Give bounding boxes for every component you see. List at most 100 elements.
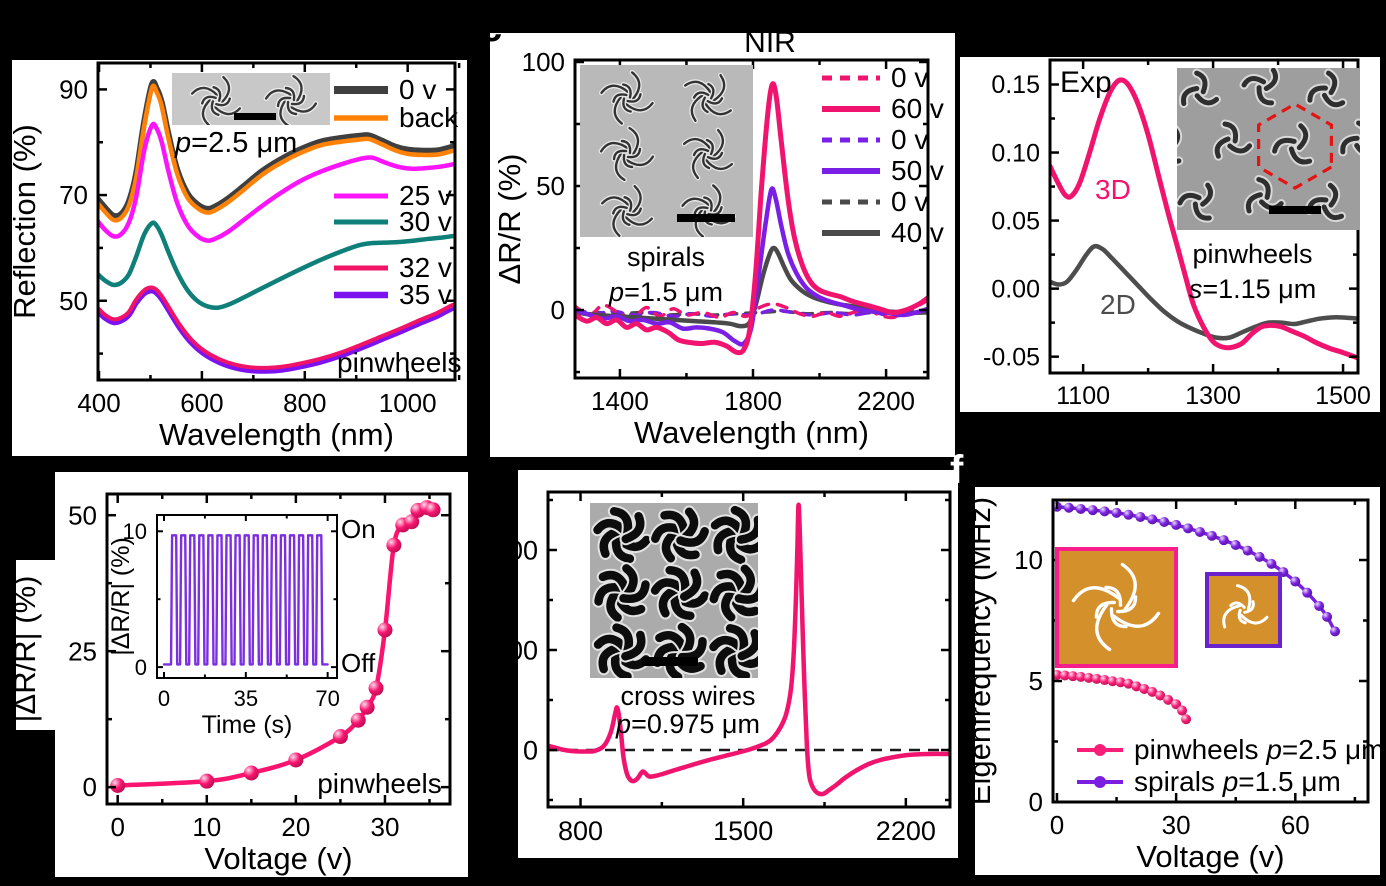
svg-text:0: 0 [1029, 787, 1043, 817]
svg-text:400: 400 [77, 388, 120, 418]
svg-text:90: 90 [59, 75, 88, 105]
sem-inset-pinwheels-hex [1177, 68, 1360, 230]
svg-text:10: 10 [123, 519, 147, 544]
legend-item-40v: 40 v [820, 217, 944, 248]
legend-label: pinwheels p=2.5 μm [1134, 734, 1384, 766]
svg-text:30: 30 [1162, 810, 1191, 840]
legend-line-back [334, 115, 388, 121]
annotation-pinwheels: pinwheels [317, 768, 442, 799]
legend-line-0v [334, 86, 388, 94]
svg-text:70: 70 [315, 686, 339, 711]
svg-text:1300: 1300 [1185, 382, 1241, 410]
svg-text:Voltage (v): Voltage (v) [204, 841, 352, 876]
panel-a: 400 600 800 1000 50 70 90 Wavelength (nm) Reflec… [7, 60, 467, 456]
legend-label: 0 v [399, 74, 437, 105]
svg-text:0.05: 0.05 [991, 207, 1040, 235]
spiral-glyph-icon [1209, 576, 1278, 644]
legend-item-25v: 25 v [332, 180, 452, 211]
legend-line-25v [334, 193, 388, 199]
svg-text:70: 70 [59, 180, 88, 210]
inset-caption-period: p=2.5 μm [175, 127, 297, 160]
legend-label: 0 v [891, 124, 929, 155]
spiral-unit-cell-icon [1205, 572, 1282, 648]
svg-text:1400: 1400 [591, 386, 649, 416]
caption-p-italic: p [175, 127, 192, 159]
panel-e-mid: 800 1500 2200 0 200 400 cross wires p=0.975 μ… [493, 470, 958, 858]
svg-text:0: 0 [551, 295, 565, 325]
panel-letter-c: c [481, 8, 503, 50]
annotation-off: Off [341, 648, 376, 678]
legend-item-0v-gray: 0 v [820, 186, 929, 217]
annotation-3d: 3D [1095, 174, 1131, 205]
inset-caption-period: p=0.975 μm [608, 709, 768, 740]
panel-f: 0 30 60 0 5 10 Voltage (v) Eigenfrequency (MHz)… [962, 487, 1384, 875]
sem-inset-cross-wires [590, 503, 758, 678]
svg-text:800: 800 [558, 816, 603, 846]
svg-text:Eigenfrequency (MHz): Eigenfrequency (MHz) [962, 497, 997, 805]
caption-value: =1.5 μm [624, 277, 723, 307]
legend-item-0v: 0 v [332, 74, 437, 105]
legend-item-spirals: spirals p=1.5 μm [1075, 766, 1341, 797]
svg-text:60: 60 [1281, 810, 1310, 840]
inset-caption-spirals: spirals [626, 242, 706, 272]
svg-text:0: 0 [110, 812, 124, 842]
svg-text:50: 50 [59, 286, 88, 316]
legend-label: 0 v [891, 62, 929, 93]
annotation-pinwheels: pinwheels [337, 347, 462, 378]
svg-text:|ΔR/R| (%): |ΔR/R| (%) [107, 537, 135, 656]
legend-dashed-line-0v-pink [822, 75, 880, 81]
panel-d: 0 10 20 30 0 25 50 Voltage (v) |ΔR/R| (%) 0 35 70 0… [7, 472, 468, 877]
ylabel-backing-strip [16, 560, 56, 730]
svg-text:ΔR/R (%): ΔR/R (%) [492, 154, 527, 285]
svg-text:0: 0 [83, 772, 97, 802]
legend-item-0v-violet: 0 v [820, 124, 929, 155]
svg-text:25: 25 [68, 636, 97, 666]
annotation-on: On [341, 514, 376, 544]
svg-text:20: 20 [281, 812, 310, 842]
legend-item-pinwheels: pinwheels p=2.5 μm [1075, 734, 1384, 766]
legend-dashed-line-0v-violet [822, 137, 880, 143]
pinwheel-glyph-icon [1059, 551, 1174, 664]
legend-item-0v-pink: 0 v [820, 62, 929, 93]
legend-label: 32 v [399, 252, 452, 283]
caption-p-italic: p [616, 709, 632, 739]
svg-text:5: 5 [1029, 666, 1043, 696]
legend-label: 60 v [891, 93, 944, 124]
legend-label: 30 v [399, 206, 452, 237]
svg-text:-0.05: -0.05 [983, 343, 1040, 371]
caption-p-italic: p [609, 277, 625, 307]
svg-text:0.00: 0.00 [991, 275, 1040, 303]
legend-item-50v: 50 v [820, 155, 944, 186]
legend-label: 40 v [891, 217, 944, 248]
svg-text:50: 50 [536, 171, 565, 201]
legend-item-60v: 60 v [820, 93, 944, 124]
legend-label: 0 v [891, 186, 929, 217]
legend-label: back [399, 102, 459, 133]
legend-name: pinwheels [1134, 734, 1267, 765]
panel-c: NIR 1400 1800 2200 0 50 100 Wavelength (nm) ΔR/… [490, 27, 955, 457]
legend-dashed-line-0v-gray [822, 199, 880, 205]
svg-text:0.15: 0.15 [991, 71, 1040, 99]
legend-label: 25 v [399, 180, 452, 211]
svg-text:30: 30 [371, 812, 400, 842]
chart-drr-voltage: 0 10 20 30 0 25 50 Voltage (v) |ΔR/R| (%) [7, 472, 468, 877]
caption-value: =1.15 μm [1202, 274, 1317, 304]
inset-caption-period: p=1.5 μm [586, 277, 746, 308]
legend-line-35v [334, 291, 388, 299]
panel-letter-f: f [950, 448, 964, 492]
svg-text:1500: 1500 [1315, 382, 1371, 410]
sem-inset-pinwheels-pair [172, 73, 330, 125]
svg-text:10: 10 [192, 812, 221, 842]
legend-line-marker-pink [1077, 744, 1123, 756]
pinwheel-unit-cell-icon [1055, 547, 1178, 668]
annotation-exp: Exp [1060, 66, 1112, 99]
panel-title-nir: NIR [744, 26, 796, 59]
legend-p-italic: p [1266, 734, 1282, 765]
svg-text:0: 0 [135, 655, 147, 680]
legend-item-32v: 32 v [332, 252, 452, 283]
svg-text:10: 10 [1014, 545, 1043, 575]
svg-text:400: 400 [493, 535, 538, 565]
legend-line-60v [822, 106, 880, 112]
svg-text:Wavelength (nm): Wavelength (nm) [634, 415, 869, 450]
